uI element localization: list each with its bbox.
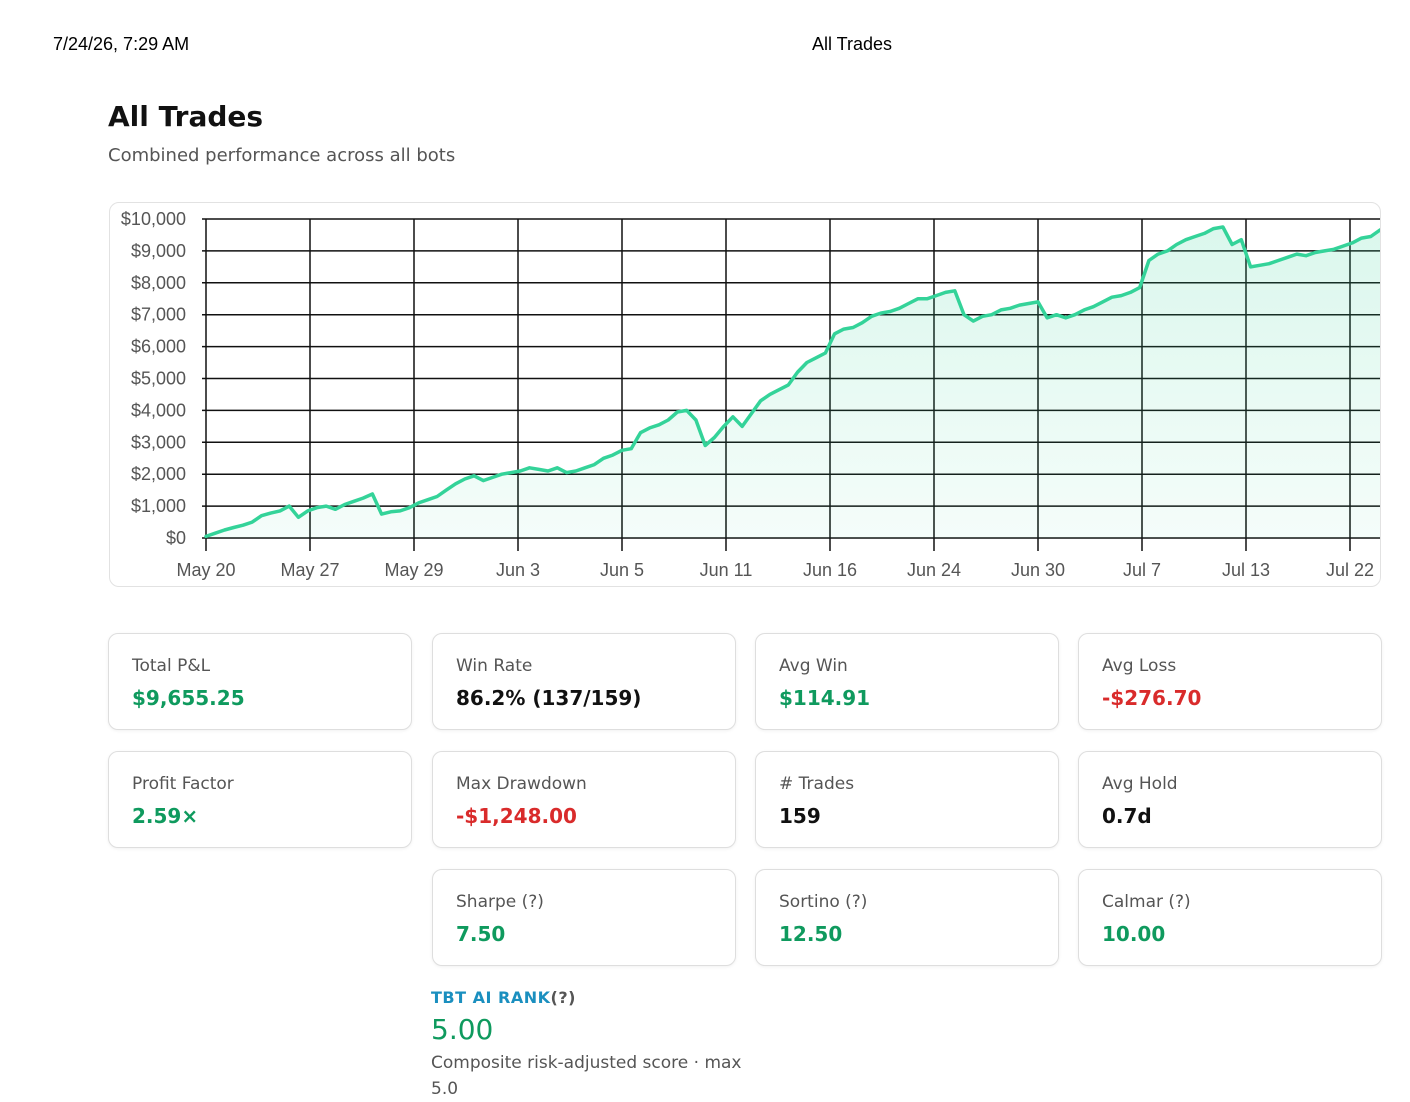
ai-rank-help[interactable]: (?) (550, 988, 576, 1007)
stat-value-sortino: 12.50 (779, 922, 843, 946)
ai-rank-label: TBT AI RANK (431, 988, 551, 1007)
stat-card-avg-loss: Avg Loss -$276.70 (1078, 633, 1382, 730)
x-tick-label: May 27 (280, 560, 339, 580)
stat-value-avg-loss: -$276.70 (1102, 686, 1202, 710)
print-date: 7/24/26, 7:29 AM (53, 34, 190, 54)
x-tick-label: Jun 16 (803, 560, 857, 580)
y-tick-label: $5,000 (131, 369, 186, 389)
x-tick-label: Jun 24 (907, 560, 961, 580)
y-tick-label: $8,000 (131, 273, 186, 293)
page-title: All Trades (108, 100, 264, 133)
stat-value-profit-factor: 2.59× (132, 804, 199, 828)
page-subtitle: Combined performance across all bots (108, 145, 456, 166)
y-tick-label: $7,000 (131, 305, 186, 325)
stat-card-profit-factor: Profit Factor 2.59× (108, 751, 412, 848)
stat-label-trades: # Trades (779, 774, 855, 794)
y-tick-label: $2,000 (131, 464, 186, 484)
stat-value-sharpe: 7.50 (456, 922, 506, 946)
y-tick-label: $10,000 (121, 209, 186, 229)
x-tick-label: Jun 30 (1011, 560, 1065, 580)
stat-card-trades: # Trades 159 (755, 751, 1059, 848)
x-tick-label: Jul 13 (1222, 560, 1270, 580)
x-tick-label: Jul 7 (1123, 560, 1161, 580)
pnl-area (206, 227, 1380, 538)
y-tick-label: $6,000 (131, 337, 186, 357)
stat-label-total-pnl: Total P&L (132, 656, 211, 676)
y-tick-label: $4,000 (131, 400, 186, 420)
print-title: All Trades (812, 34, 893, 54)
pnl-line (204, 225, 1380, 539)
stat-value-max-drawdown: -$1,248.00 (456, 804, 577, 828)
pnl-chart: $0 $1,000 $2,000 $3,000 $4,000 $5,000 $6,000 $7… (121, 209, 1380, 580)
stat-label-avg-loss: Avg Loss (1102, 656, 1177, 676)
x-tick-label: Jul 22 (1326, 560, 1374, 580)
print-header: 7/24/26, 7:29 AM All Trades (0, 34, 1410, 56)
stat-card-win-rate: Win Rate 86.2% (137/159) (432, 633, 736, 730)
stat-card-avg-hold: Avg Hold 0.7d (1078, 751, 1382, 848)
stat-card-max-drawdown: Max Drawdown -$1,248.00 (432, 751, 736, 848)
stat-card-avg-win: Avg Win $114.91 (755, 633, 1059, 730)
y-tick-label: $3,000 (131, 432, 186, 452)
stat-value-calmar: 10.00 (1102, 922, 1166, 946)
stat-card-calmar[interactable]: Calmar (?) 10.00 (1078, 869, 1382, 966)
stat-label-avg-win: Avg Win (779, 656, 848, 676)
x-tick-label: Jun 11 (700, 560, 753, 580)
stat-label-profit-factor: Profit Factor (132, 774, 234, 794)
ai-rank-caption: Composite risk-adjusted score · max 5.0 (431, 1053, 742, 1099)
stat-label-avg-hold: Avg Hold (1102, 774, 1178, 794)
x-tick-label: Jun 5 (600, 560, 644, 580)
stat-value-total-pnl: $9,655.25 (132, 686, 245, 710)
x-tick-label: May 29 (384, 560, 443, 580)
stat-label-calmar: Calmar (?) (1102, 892, 1191, 912)
stat-card-total-pnl: Total P&L $9,655.25 (108, 633, 412, 730)
stat-label-max-drawdown: Max Drawdown (456, 774, 587, 794)
stat-value-avg-win: $114.91 (779, 686, 871, 710)
stat-card-sharpe[interactable]: Sharpe (?) 7.50 (432, 869, 736, 966)
x-tick-label: May 20 (176, 560, 235, 580)
y-tick-label: $0 (166, 528, 186, 548)
ai-rank-block: TBT AI RANK(?) 5.00 Composite risk-adjus… (431, 988, 761, 1102)
x-tick-label: Jun 3 (496, 560, 540, 580)
stat-value-avg-hold: 0.7d (1102, 804, 1152, 828)
stat-card-sortino[interactable]: Sortino (?) 12.50 (755, 869, 1059, 966)
y-tick-label: $9,000 (131, 241, 186, 261)
stat-value-win-rate: 86.2% (137/159) (456, 686, 642, 710)
ai-rank-value: 5.00 (431, 1013, 494, 1046)
ai-rank-title: TBT AI RANK(?) (431, 988, 761, 1007)
stat-label-sortino: Sortino (?) (779, 892, 868, 912)
y-tick-label: $1,000 (131, 496, 186, 516)
stat-label-sharpe: Sharpe (?) (456, 892, 544, 912)
pnl-chart-card: $0 $1,000 $2,000 $3,000 $4,000 $5,000 $6,000 $7… (109, 202, 1381, 587)
stat-value-trades: 159 (779, 804, 821, 828)
stat-label-win-rate: Win Rate (456, 656, 533, 676)
